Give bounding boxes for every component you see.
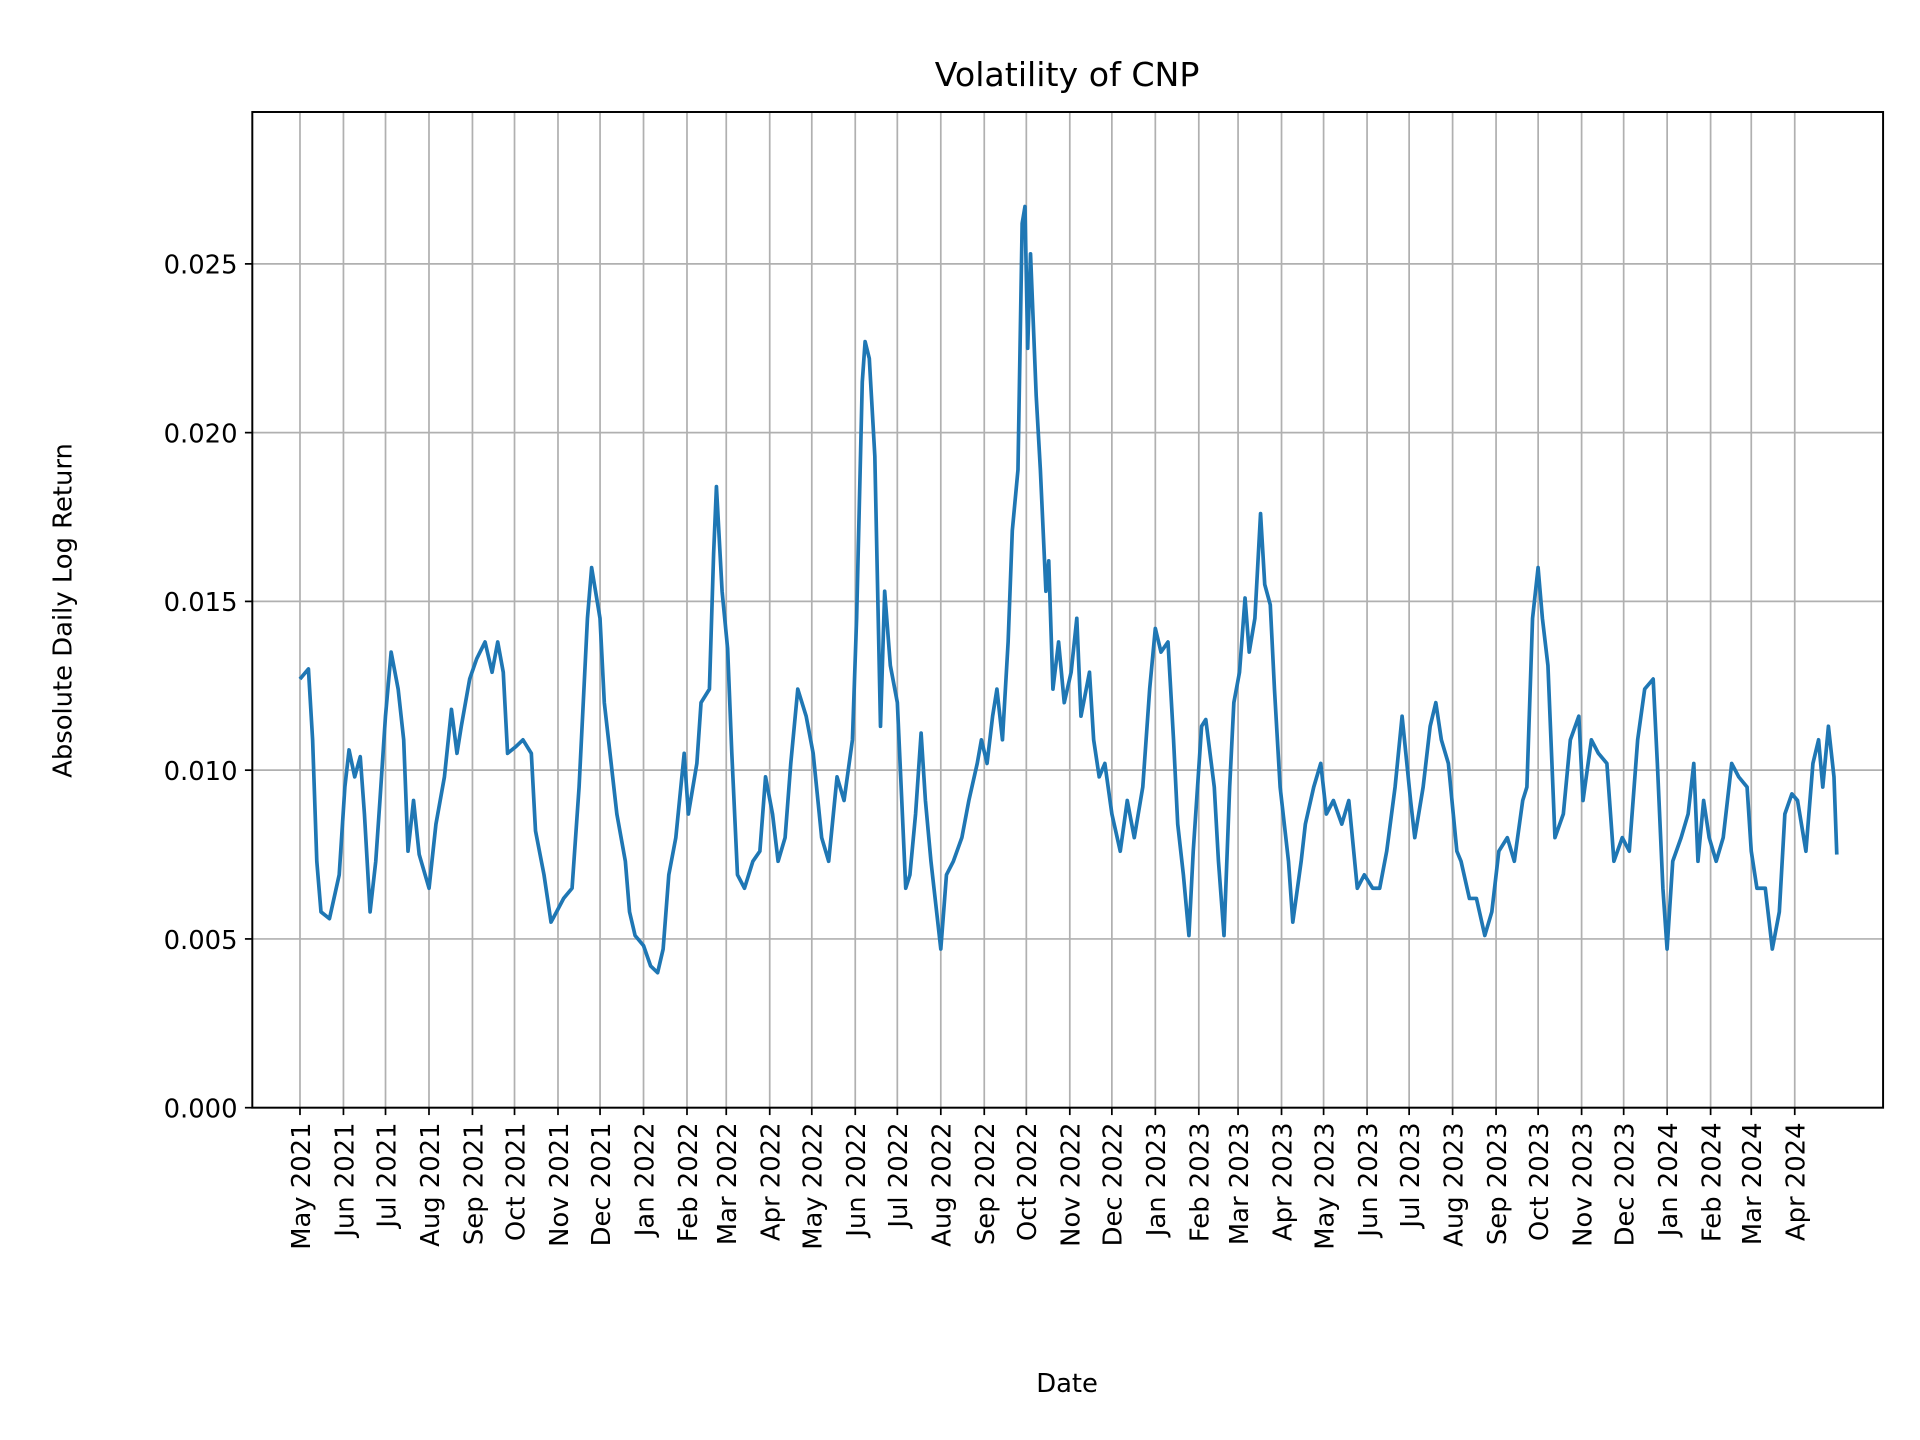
series-line bbox=[298, 204, 1839, 975]
x-tick-label: Jan 2022 bbox=[630, 1122, 660, 1238]
x-tick-label: Nov 2022 bbox=[1057, 1122, 1087, 1246]
x-tick-label: Aug 2021 bbox=[416, 1122, 446, 1246]
x-tick-label: Aug 2022 bbox=[928, 1122, 958, 1246]
x-tick-label: May 2022 bbox=[799, 1122, 829, 1249]
y-tick-label: 0.010 bbox=[164, 757, 238, 787]
y-tick-label: 0.000 bbox=[164, 1095, 238, 1125]
x-tick-label: Mar 2024 bbox=[1738, 1122, 1768, 1245]
x-tick-label: Jan 2023 bbox=[1142, 1122, 1172, 1238]
x-tick-label: Feb 2024 bbox=[1697, 1122, 1727, 1242]
x-tick-label: Apr 2022 bbox=[757, 1122, 787, 1241]
grid bbox=[252, 112, 1884, 1109]
x-tick-label: Dec 2022 bbox=[1099, 1122, 1129, 1246]
x-tick-label: Jun 2022 bbox=[842, 1122, 872, 1238]
x-tick-label: Sep 2021 bbox=[459, 1122, 489, 1245]
x-tick-label: Oct 2022 bbox=[1013, 1122, 1043, 1241]
x-tick-label: Jul 2022 bbox=[884, 1122, 914, 1229]
x-tick-label: Nov 2021 bbox=[545, 1122, 575, 1246]
y-tick-label: 0.020 bbox=[164, 419, 238, 449]
x-tick-label: Jun 2023 bbox=[1354, 1122, 1384, 1238]
x-tick-label: Sep 2023 bbox=[1483, 1122, 1513, 1245]
x-tick-label: Mar 2023 bbox=[1225, 1122, 1255, 1245]
x-tick-label: Jan 2024 bbox=[1654, 1122, 1684, 1238]
x-tick-label: Jul 2021 bbox=[372, 1122, 402, 1229]
x-tick-label: Sep 2022 bbox=[971, 1122, 1001, 1245]
x-tick-label: Nov 2023 bbox=[1568, 1122, 1598, 1246]
x-tick-label: Aug 2023 bbox=[1439, 1122, 1469, 1246]
plot-frame bbox=[251, 111, 1885, 1109]
y-tick-label: 0.025 bbox=[164, 251, 238, 281]
x-tick-label: Jul 2023 bbox=[1396, 1122, 1426, 1229]
x-tick-label: Feb 2022 bbox=[674, 1122, 704, 1242]
x-tick-label: Oct 2021 bbox=[501, 1122, 531, 1241]
chart-title: Volatility of CNP bbox=[935, 55, 1200, 94]
x-tick-label: Mar 2022 bbox=[713, 1122, 743, 1245]
y-axis-label: Absolute Daily Log Return bbox=[48, 443, 78, 778]
x-tick-label: May 2021 bbox=[287, 1122, 317, 1249]
x-tick-label: Oct 2023 bbox=[1525, 1122, 1555, 1241]
x-tick-label: Dec 2023 bbox=[1611, 1122, 1641, 1246]
x-tick-label: Apr 2023 bbox=[1268, 1122, 1298, 1241]
y-tick-label: 0.015 bbox=[164, 588, 238, 618]
x-tick-label: Jun 2021 bbox=[330, 1122, 360, 1238]
x-tick-label: May 2023 bbox=[1310, 1122, 1340, 1249]
axis-ticks: 0.000 0.005 0.010 0.015 0.020 0.025 May 2021 Ju… bbox=[164, 251, 1812, 1250]
y-tick-label: 0.005 bbox=[164, 926, 238, 956]
x-tick-label: Dec 2021 bbox=[587, 1122, 617, 1246]
x-axis-label: Date bbox=[1036, 1369, 1098, 1399]
x-tick-label: Apr 2024 bbox=[1782, 1122, 1812, 1241]
x-tick-label: Feb 2023 bbox=[1186, 1122, 1216, 1242]
